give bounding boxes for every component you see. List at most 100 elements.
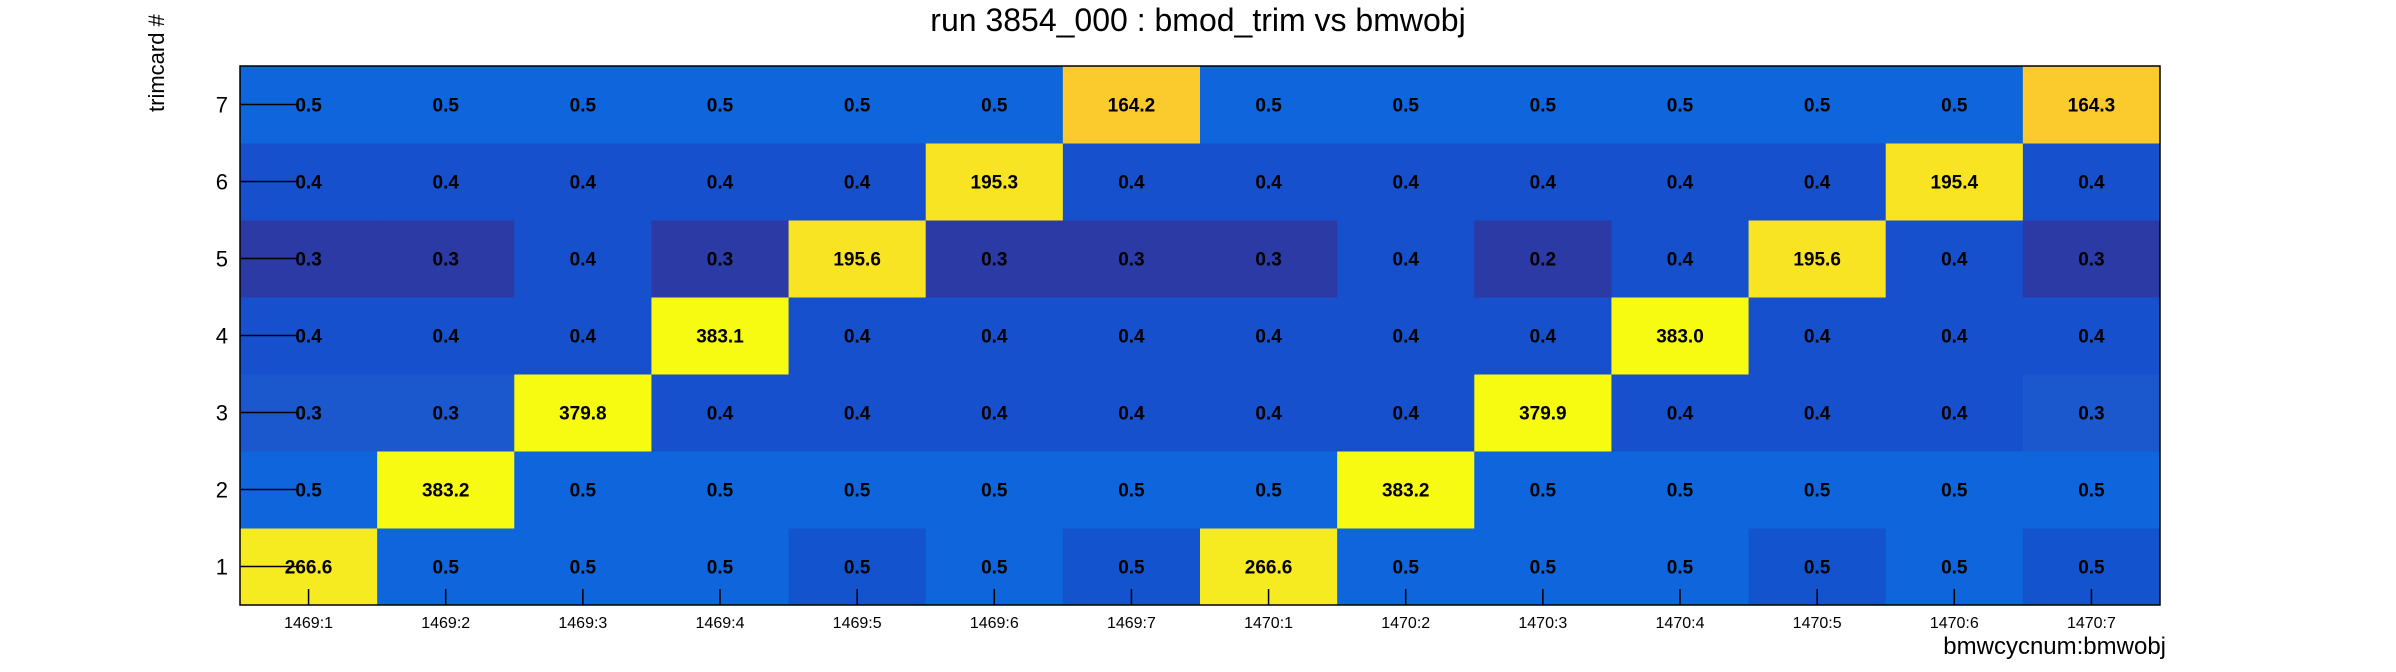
chart-title: run 3854_000 : bmod_trim vs bmwobj <box>930 2 1466 38</box>
x-tick-label: 1469:5 <box>833 615 882 632</box>
heatmap-cell <box>2022 374 2161 452</box>
heatmap-cell <box>514 143 652 221</box>
heatmap-cell <box>1885 66 2024 144</box>
heatmap-cell <box>788 374 927 452</box>
cell-value-label: 0.5 <box>1667 558 1694 579</box>
cell-value-label: 0.5 <box>1393 96 1420 117</box>
cell-value-label: 0.3 <box>295 250 321 271</box>
cell-value-label: 0.5 <box>1941 96 1968 117</box>
cell-value-label: 195.6 <box>1793 250 1841 271</box>
cell-value-label: 0.3 <box>1255 250 1281 271</box>
heatmap-cell <box>1748 66 1887 144</box>
heatmap-cell <box>377 374 515 452</box>
x-tick-label: 1470:7 <box>2067 615 2116 632</box>
heatmap-cell <box>2022 220 2161 298</box>
heatmap-cell <box>2022 297 2161 375</box>
cell-value-label: 0.5 <box>1118 558 1145 579</box>
cell-value-label: 0.4 <box>433 173 460 194</box>
cell-value-label: 0.4 <box>1941 327 1968 348</box>
cell-value-label: 0.5 <box>1118 481 1145 502</box>
heatmap-cell <box>377 66 515 144</box>
heatmap-cell <box>1337 451 1475 529</box>
heatmap-cell <box>1200 66 1338 144</box>
heatmap-cell <box>514 297 652 375</box>
heatmap-cell <box>1611 143 1750 221</box>
cell-value-label: 383.0 <box>1656 327 1704 348</box>
heatmap-cell <box>788 451 927 529</box>
heatmap-cell <box>1474 66 1612 144</box>
heatmap-cell <box>1885 451 2024 529</box>
cell-value-label: 266.6 <box>285 558 333 579</box>
cell-value-label: 0.4 <box>1941 404 1968 425</box>
cell-value-label: 0.4 <box>1804 173 1831 194</box>
heatmap-cell <box>514 66 652 144</box>
heatmap-cell <box>1474 297 1612 375</box>
heatmap-cell <box>651 374 790 452</box>
x-tick-label: 1470:4 <box>1656 615 1705 632</box>
cell-value-label: 0.4 <box>1393 327 1420 348</box>
cell-value-label: 0.4 <box>1804 404 1831 425</box>
x-tick-label: 1470:5 <box>1793 615 1842 632</box>
cell-value-label: 0.5 <box>981 96 1008 117</box>
y-tick-label: 3 <box>216 401 228 426</box>
cell-value-label: 0.4 <box>1255 404 1282 425</box>
heatmap-cell <box>925 297 1064 375</box>
heatmap-cell <box>788 143 927 221</box>
cell-value-label: 0.4 <box>844 404 871 425</box>
x-axis-label: bmwcycnum:bmwobj <box>1943 633 2166 660</box>
cell-value-label: 0.4 <box>1667 250 1694 271</box>
cell-value-label: 0.3 <box>2078 250 2104 271</box>
cell-value-label: 0.4 <box>1118 327 1145 348</box>
cell-value-label: 0.4 <box>707 173 734 194</box>
cell-value-label: 383.2 <box>422 481 470 502</box>
cell-value-label: 0.4 <box>1118 404 1145 425</box>
cell-value-label: 0.5 <box>981 558 1008 579</box>
heatmap-cell <box>1200 143 1338 221</box>
cell-value-label: 195.4 <box>1931 173 1979 194</box>
heatmap-cell <box>788 297 927 375</box>
cell-value-label: 0.4 <box>1530 327 1557 348</box>
heatmap-cell <box>514 220 652 298</box>
cell-value-label: 0.5 <box>844 558 871 579</box>
heatmap-cell <box>1062 374 1201 452</box>
cell-value-label: 0.4 <box>1393 404 1420 425</box>
cell-value-label: 0.5 <box>295 481 322 502</box>
heatmap-cell <box>377 220 515 298</box>
heatmap-cell <box>1474 374 1612 452</box>
cell-value-label: 0.4 <box>981 404 1008 425</box>
cell-value-label: 383.1 <box>696 327 744 348</box>
cell-value-label: 0.4 <box>570 327 597 348</box>
cell-value-label: 0.5 <box>707 481 734 502</box>
cell-value-label: 0.5 <box>2078 481 2105 502</box>
heatmap-cell <box>1611 66 1750 144</box>
x-tick-label: 1469:7 <box>1107 615 1156 632</box>
x-tick-label: 1469:4 <box>696 615 745 632</box>
heatmap-cell <box>925 143 1064 221</box>
heatmap-cells <box>240 66 2161 606</box>
cell-value-label: 0.5 <box>844 96 871 117</box>
cell-value-label: 0.3 <box>707 250 733 271</box>
cell-value-label: 0.4 <box>1393 173 1420 194</box>
cell-value-label: 0.5 <box>1530 481 1557 502</box>
y-tick-label: 2 <box>216 478 228 503</box>
cell-value-label: 195.3 <box>971 173 1019 194</box>
cell-value-label: 0.5 <box>1804 558 1831 579</box>
heatmap-cell <box>1200 220 1338 298</box>
cell-value-label: 0.3 <box>1118 250 1144 271</box>
cell-value-label: 0.4 <box>1118 173 1145 194</box>
cell-value-label: 0.5 <box>570 481 597 502</box>
cell-value-label: 0.5 <box>1255 481 1282 502</box>
heatmap-cell <box>1200 451 1338 529</box>
axes: 1469:1 1469:2 1469:3 1469:4 1469:5 1469:6 1469… <box>216 65 2161 632</box>
cell-value-label: 0.5 <box>707 558 734 579</box>
cell-value-label: 266.6 <box>1245 558 1293 579</box>
heatmap-cell <box>1337 297 1475 375</box>
heatmap-cell <box>1337 143 1475 221</box>
cell-value-label: 0.5 <box>1941 481 1968 502</box>
cell-value-label: 0.3 <box>295 404 321 425</box>
heatmap-cell <box>1748 451 1887 529</box>
heatmap-cell <box>377 143 515 221</box>
x-tick-label: 1470:2 <box>1381 615 1430 632</box>
cell-value-label: 379.8 <box>559 404 607 425</box>
cell-value-label: 383.2 <box>1382 481 1430 502</box>
